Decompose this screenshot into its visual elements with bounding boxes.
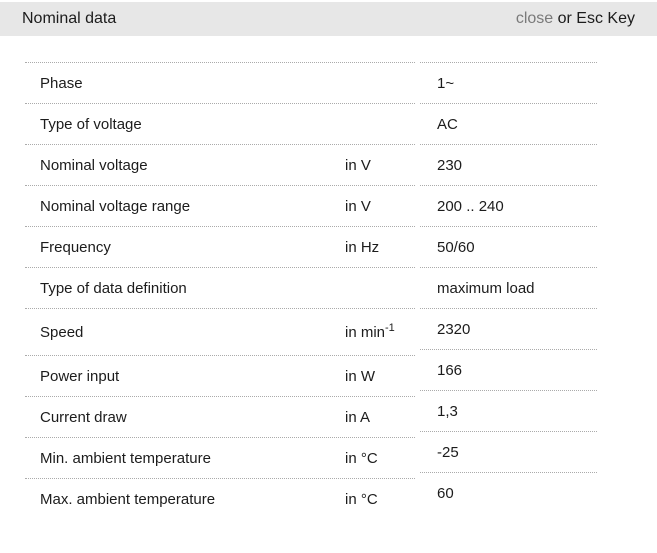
row-value: 166 bbox=[420, 349, 597, 390]
table-row: Max. ambient temperature in °C bbox=[25, 478, 415, 519]
dialog-title: Nominal data bbox=[22, 10, 117, 27]
row-unit-text: in A bbox=[345, 408, 371, 426]
row-unit: in A bbox=[345, 409, 415, 426]
row-unit: in W bbox=[345, 368, 415, 385]
row-value: 50/60 bbox=[420, 226, 597, 267]
esc-key-hint: or Esc Key bbox=[553, 10, 635, 27]
row-unit: in °C bbox=[345, 491, 415, 508]
row-label: Nominal voltage range bbox=[40, 197, 191, 215]
table-row: Type of voltage bbox=[25, 103, 415, 144]
row-value: -25 bbox=[420, 431, 597, 472]
row-value: AC bbox=[420, 103, 597, 144]
row-value: 230 bbox=[420, 144, 597, 185]
row-label: Frequency bbox=[40, 238, 111, 256]
row-value: 200 .. 240 bbox=[420, 185, 597, 226]
row-unit-text: in min bbox=[345, 323, 386, 341]
row-unit-superscript: -1 bbox=[385, 321, 395, 334]
row-unit: in °C bbox=[345, 450, 415, 467]
row-value: 1~ bbox=[420, 62, 597, 103]
table-row: Frequency in Hz bbox=[25, 226, 415, 267]
table-row: Current draw in A bbox=[25, 396, 415, 437]
table-row: Min. ambient temperature in °C bbox=[25, 437, 415, 478]
row-unit-text: in V bbox=[345, 197, 371, 215]
row-label: Nominal voltage bbox=[40, 156, 148, 174]
table-row: Nominal voltage in V bbox=[25, 144, 415, 185]
row-unit-text: in V bbox=[345, 156, 371, 174]
value-column: 1~ AC 230 200 .. 240 50/60 maximum load … bbox=[420, 62, 597, 513]
table-row: Type of data definition bbox=[25, 267, 415, 308]
table-row: Speed in min-1 bbox=[25, 308, 415, 355]
close-area: close or Esc Key bbox=[516, 10, 635, 28]
table-row: Power input in W bbox=[25, 355, 415, 396]
row-unit-text: in Hz bbox=[345, 238, 380, 256]
row-unit: in V bbox=[345, 157, 415, 174]
row-label: Power input bbox=[40, 367, 120, 385]
row-unit-text: in °C bbox=[345, 490, 378, 508]
row-value: 1,3 bbox=[420, 390, 597, 431]
row-value: maximum load bbox=[420, 267, 597, 308]
row-label: Speed bbox=[40, 323, 84, 341]
row-unit: in V bbox=[345, 198, 415, 215]
row-label: Current draw bbox=[40, 408, 127, 426]
close-button[interactable]: close bbox=[515, 10, 554, 27]
parameter-column: Phase Type of voltage Nominal voltage in… bbox=[25, 62, 415, 519]
table-row: Phase bbox=[25, 62, 415, 103]
row-unit: in Hz bbox=[345, 239, 415, 256]
row-unit: in min-1 bbox=[345, 321, 415, 341]
row-value: 60 bbox=[420, 472, 597, 513]
row-label: Max. ambient temperature bbox=[40, 490, 216, 508]
row-label: Type of voltage bbox=[40, 115, 142, 133]
row-unit-text: in W bbox=[345, 367, 375, 385]
dialog-header: Nominal data close or Esc Key bbox=[0, 2, 657, 36]
row-unit-text: in °C bbox=[345, 449, 378, 467]
row-label: Min. ambient temperature bbox=[40, 449, 211, 467]
row-value: 2320 bbox=[420, 308, 597, 349]
table-row: Nominal voltage range in V bbox=[25, 185, 415, 226]
row-label: Phase bbox=[40, 74, 83, 92]
row-label: Type of data definition bbox=[40, 279, 187, 297]
